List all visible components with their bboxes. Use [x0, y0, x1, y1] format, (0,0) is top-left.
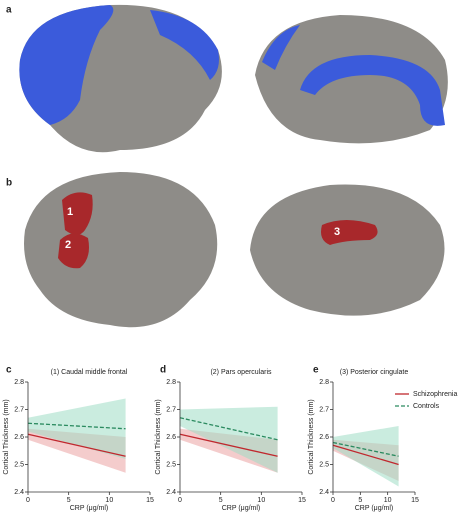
- x-tick-label: 0: [331, 497, 335, 504]
- y-axis-label: Cortical Thickness (mm): [308, 399, 315, 474]
- line: [27, 433, 126, 457]
- highlight: [19, 5, 114, 125]
- x-tick-label: 10: [257, 497, 265, 504]
- region-label: 3: [334, 226, 340, 238]
- x-axis-label: CRP (μg/ml): [222, 505, 261, 512]
- x-tick-label: 0: [178, 497, 182, 504]
- line: [179, 433, 278, 457]
- brain: [250, 184, 445, 316]
- brain: [255, 15, 448, 144]
- line: [332, 441, 399, 457]
- y-tick-label: 2.4: [14, 489, 24, 496]
- line: [179, 417, 278, 441]
- panel-label: e: [313, 365, 319, 376]
- confidence-band: [28, 398, 126, 459]
- panel-label: a: [6, 5, 12, 16]
- x-tick-label: 15: [411, 497, 419, 504]
- y-axis-label: Cortical Thickness (mm): [155, 399, 162, 474]
- x-tick-label: 15: [146, 497, 154, 504]
- chart-title: (2) Pars opercularis: [210, 369, 272, 376]
- x-axis-label: CRP (μg/ml): [70, 505, 109, 512]
- x-axis-label: CRP (μg/ml): [355, 505, 394, 512]
- brain-images: [19, 4, 448, 328]
- y-tick-label: 2.8: [319, 379, 329, 386]
- chart-title: (1) Caudal middle frontal: [51, 369, 128, 376]
- line: [332, 444, 399, 466]
- y-tick-label: 2.5: [14, 461, 24, 468]
- x-tick-label: 5: [219, 497, 223, 504]
- y-tick-label: 2.6: [166, 434, 176, 441]
- y-tick-label: 2.5: [166, 461, 176, 468]
- y-tick-label: 2.7: [14, 406, 24, 413]
- x-tick-label: 10: [105, 497, 113, 504]
- region: [62, 192, 93, 235]
- panel-label: c: [6, 365, 12, 376]
- confidence-band: [333, 426, 399, 487]
- panel-label: b: [6, 178, 12, 189]
- x-tick-label: 15: [298, 497, 306, 504]
- highlight: [300, 55, 445, 126]
- y-tick-label: 2.7: [166, 406, 176, 413]
- brain: [24, 172, 218, 328]
- y-axis-label: Cortical Thickness (mm): [3, 399, 10, 474]
- x-tick-label: 5: [358, 497, 362, 504]
- region: [58, 233, 89, 269]
- region-label: 1: [67, 206, 73, 218]
- highlight: [150, 10, 219, 80]
- y-tick-label: 2.5: [319, 461, 329, 468]
- y-tick-label: 2.6: [319, 434, 329, 441]
- highlight: [262, 25, 300, 70]
- x-tick-label: 0: [26, 497, 30, 504]
- y-tick-label: 2.4: [166, 489, 176, 496]
- x-tick-label: 10: [384, 497, 392, 504]
- region-label: 2: [65, 239, 71, 251]
- y-tick-label: 2.4: [319, 489, 329, 496]
- line: [27, 422, 126, 430]
- legend-label: Schizophrenia: [413, 391, 457, 398]
- y-tick-label: 2.6: [14, 434, 24, 441]
- y-tick-label: 2.8: [14, 379, 24, 386]
- x-tick-label: 5: [67, 497, 71, 504]
- y-tick-label: 2.7: [319, 406, 329, 413]
- legend-label: Controls: [413, 403, 440, 410]
- region: [321, 220, 378, 245]
- chart-title: (3) Posterior cingulate: [340, 369, 409, 376]
- y-tick-label: 2.8: [166, 379, 176, 386]
- panel-label: d: [160, 365, 166, 376]
